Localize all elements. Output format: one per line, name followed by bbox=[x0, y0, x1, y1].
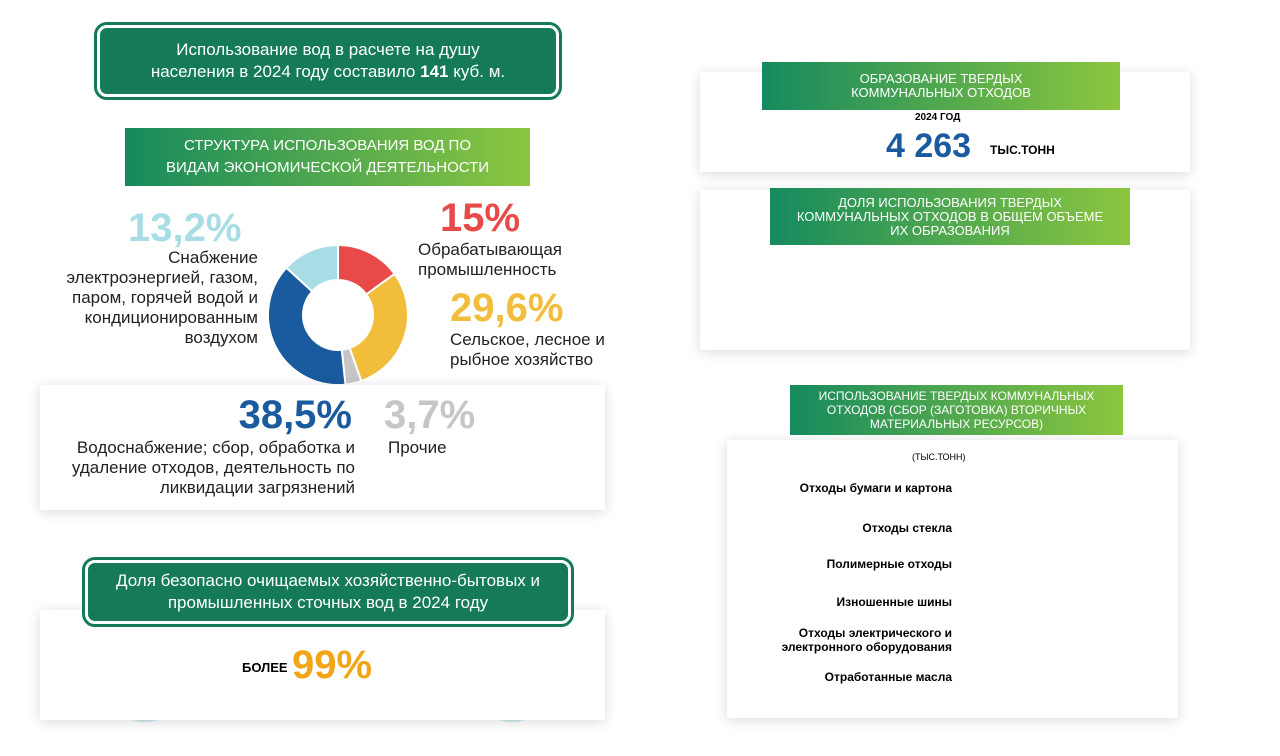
donut-slice bbox=[348, 272, 409, 383]
banner: Использование вод в расчете на душу насе… bbox=[94, 22, 562, 100]
value: 4 263 bbox=[886, 127, 972, 165]
banner-unit: куб. м. bbox=[453, 62, 506, 81]
value-label: 29,6% bbox=[450, 286, 564, 330]
category-label: Отходы бумаги и картона bbox=[799, 481, 952, 495]
banner-text: Использование вод в расчете на душу насе… bbox=[150, 40, 480, 81]
card bbox=[40, 385, 605, 510]
unit: ТЫС.ТОНН bbox=[990, 143, 1055, 157]
category-label: Снабжение электроэнергией, газом, паром,… bbox=[66, 248, 258, 347]
card bbox=[40, 610, 605, 720]
value-label: 13,2% bbox=[128, 206, 242, 250]
value-label: 3,7% bbox=[384, 393, 476, 437]
value-label: 15% bbox=[440, 196, 521, 240]
prefix: БОЛЕЕ bbox=[242, 660, 288, 675]
banner: Доля безопасно очищаемых хозяйственно-бы… bbox=[82, 557, 574, 627]
category-label: Отходы электрического и электронного обо… bbox=[781, 626, 952, 654]
category-label: Обрабатывающая промышленность bbox=[418, 240, 562, 279]
banner-value: 141 bbox=[420, 62, 449, 81]
donut-slice bbox=[267, 266, 347, 386]
header: ОБРАЗОВАНИЕ ТВЕРДЫХ КОММУНАЛЬНЫХ ОТХОДОВ bbox=[762, 62, 1120, 110]
banner-text: Доля безопасно очищаемых хозяйственно-бы… bbox=[115, 571, 541, 612]
year: 2024 ГОД bbox=[915, 112, 961, 123]
category-label: Прочие bbox=[388, 438, 447, 457]
category-label: Изношенные шины bbox=[836, 595, 952, 609]
category-label: Сельское, лесное и рыбное хозяйство bbox=[450, 330, 605, 369]
category-label: Водоснабжение; сбор, обработка и удалени… bbox=[71, 438, 355, 497]
category-label: Отходы стекла bbox=[862, 521, 952, 535]
donut-slice bbox=[284, 243, 339, 293]
header: СТРУКТУРА ИСПОЛЬЗОВАНИЯ ВОД ПО ВИДАМ ЭКО… bbox=[125, 128, 530, 186]
card bbox=[727, 440, 1178, 718]
value-label: 38,5% bbox=[238, 393, 352, 437]
category-label: Полимерные отходы bbox=[826, 557, 952, 571]
value: 99% bbox=[292, 643, 373, 687]
unit: (ТЫС.ТОНН) bbox=[912, 452, 966, 462]
header: ИСПОЛЬЗОВАНИЕ ТВЕРДЫХ КОММУНАЛЬНЫХ ОТХОД… bbox=[790, 385, 1123, 435]
category-label: Отработанные масла bbox=[824, 670, 952, 684]
header: ДОЛЯ ИСПОЛЬЗОВАНИЯ ТВЕРДЫХ КОММУНАЛЬНЫХ … bbox=[770, 188, 1130, 245]
